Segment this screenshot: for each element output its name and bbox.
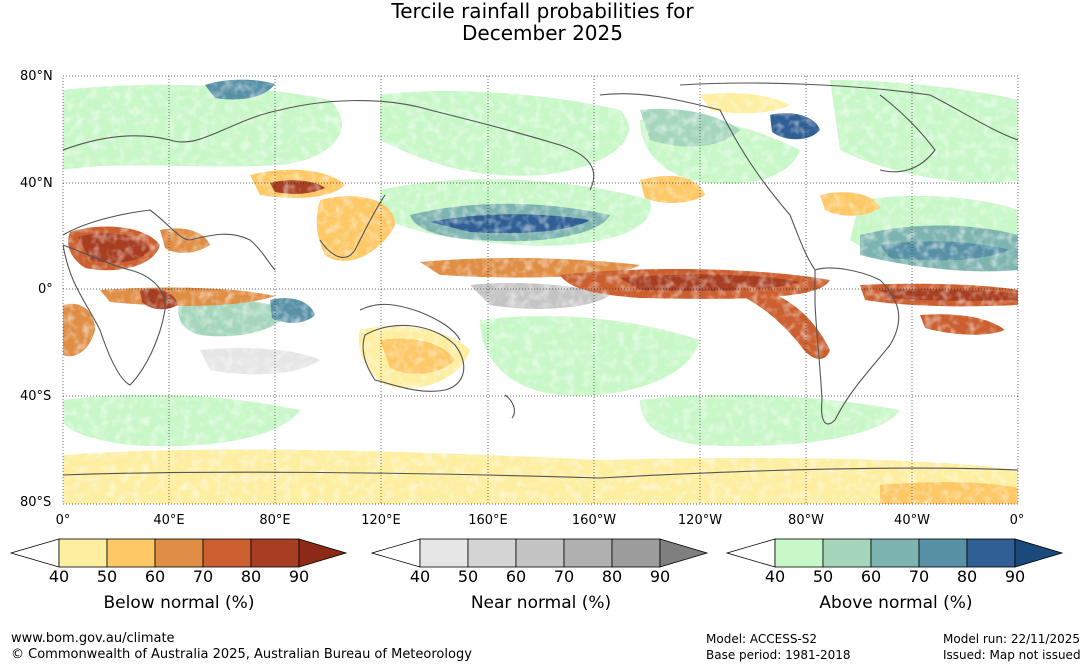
lon-label-120e: 120°E (361, 513, 401, 528)
lon-label-0-right: 0° (1009, 513, 1025, 528)
legend-tick: 80 (601, 567, 623, 586)
legend-swatch (774, 538, 824, 568)
probability-shading (63, 76, 1018, 504)
legend-swatch (202, 538, 252, 568)
probability-map (62, 75, 1019, 505)
legend-tick: 50 (812, 567, 834, 586)
near-normal-legend-bar (371, 538, 709, 568)
lon-label-80w: 80°W (788, 513, 824, 528)
legend-swatch (822, 538, 872, 568)
legend-tick: 40 (764, 567, 786, 586)
legend-tick: 90 (288, 567, 310, 586)
legend-swatch (419, 538, 469, 568)
legend-tick: 80 (956, 567, 978, 586)
lat-label-80n: 80°N (20, 69, 53, 84)
base-period: Base period: 1981-2018 (706, 648, 851, 662)
model-name: Model: ACCESS-S2 (706, 632, 818, 646)
legend-tick: 50 (457, 567, 479, 586)
legend-arrow-low (10, 538, 60, 568)
legend-arrow-low (726, 538, 776, 568)
legend-swatch (870, 538, 920, 568)
legend-swatch (563, 538, 613, 568)
copyright-notice: © Commonwealth of Australia 2025, Austra… (11, 647, 472, 662)
lon-label-80e: 80°E (259, 513, 291, 528)
lon-label-160w: 160°W (571, 513, 617, 528)
legend-swatch (918, 538, 968, 568)
legend-swatch (611, 538, 661, 568)
lat-label-40n: 40°N (20, 176, 53, 191)
lon-label-0: 0° (55, 513, 71, 528)
legend-tick: 70 (553, 567, 575, 586)
legend-tick: 70 (908, 567, 930, 586)
below-normal-legend-bar (10, 538, 348, 568)
above-normal-caption: Above normal (%) (819, 593, 973, 613)
issued-status: Issued: Map not issued (943, 648, 1081, 662)
graticule (62, 75, 1019, 505)
legend-tick: 90 (649, 567, 671, 586)
legend-swatch (106, 538, 156, 568)
map-title-line2: December 2025 (462, 21, 623, 45)
lat-label-0: 0° (38, 282, 53, 297)
legend-swatch (58, 538, 108, 568)
legend-tick: 40 (409, 567, 431, 586)
lat-label-40s: 40°S (20, 389, 52, 404)
legend-tick: 60 (144, 567, 166, 586)
legend-tick: 90 (1004, 567, 1026, 586)
lon-label-40e: 40°E (153, 513, 185, 528)
legend-tick: 40 (48, 567, 70, 586)
legend-arrow-high (1014, 538, 1064, 568)
above-normal-legend-bar (726, 538, 1064, 568)
legend-tick: 60 (505, 567, 527, 586)
near-normal-caption: Near normal (%) (470, 593, 612, 613)
coastlines (63, 82, 1018, 479)
lon-label-120w: 120°W (677, 513, 723, 528)
legend-tick: 80 (240, 567, 262, 586)
below-normal-caption: Below normal (%) (103, 593, 255, 613)
lon-label-160e: 160°E (468, 513, 508, 528)
legend-arrow-high (659, 538, 709, 568)
legend-swatch (966, 538, 1016, 568)
legend-arrow-low (371, 538, 421, 568)
legend-swatch (250, 538, 300, 568)
lon-label-40w: 40°W (894, 513, 930, 528)
legend-tick: 70 (192, 567, 214, 586)
source-url: www.bom.gov.au/climate (11, 631, 175, 646)
legend-tick: 50 (96, 567, 118, 586)
legend-arrow-high (298, 538, 348, 568)
legend-swatch (154, 538, 204, 568)
map-title-line1: Tercile rainfall probabilities for (391, 0, 694, 23)
lat-label-80s: 80°S (20, 495, 52, 510)
model-run-date: Model run: 22/11/2025 (943, 632, 1081, 646)
legend-tick: 60 (860, 567, 882, 586)
legend-swatch (467, 538, 517, 568)
legend-swatch (515, 538, 565, 568)
